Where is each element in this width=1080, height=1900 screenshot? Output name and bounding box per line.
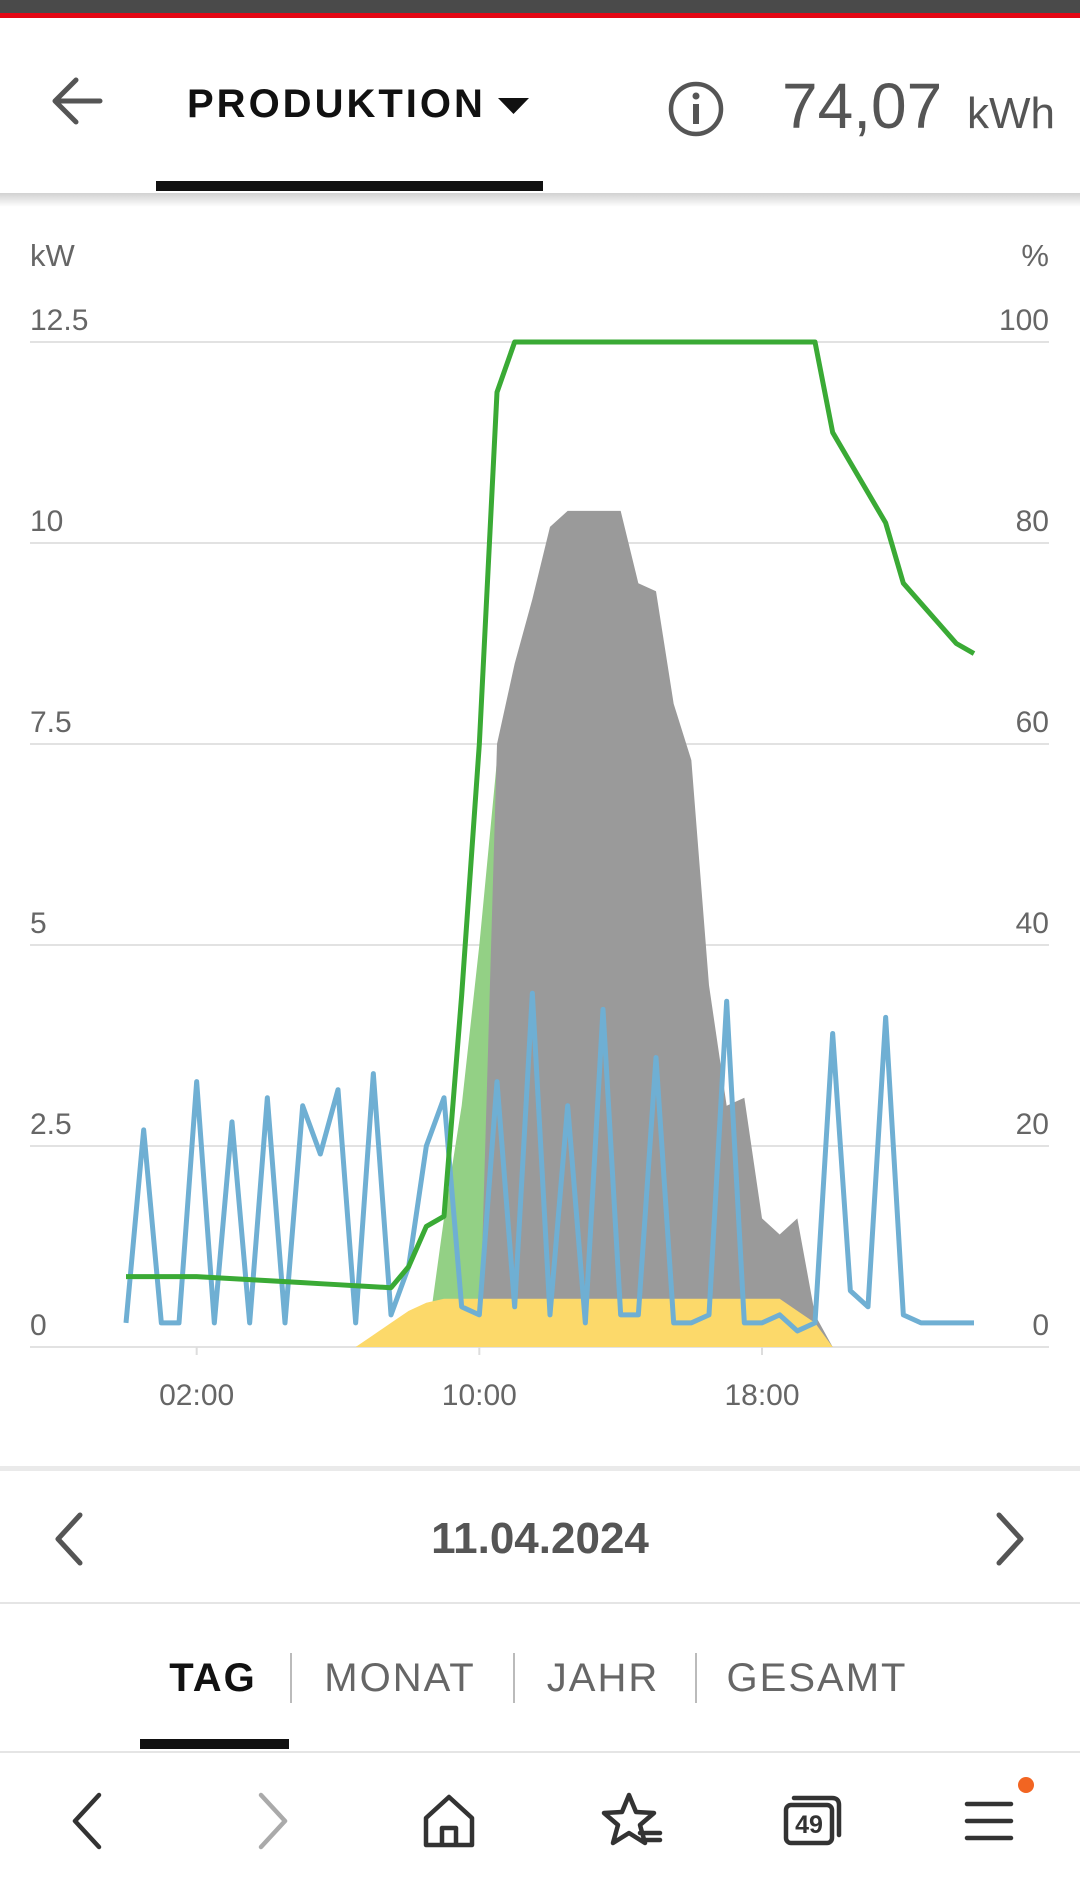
- y2-tick-label: 100: [999, 304, 1049, 337]
- y2-tick-label: 80: [1016, 505, 1049, 538]
- tab-separator: [290, 1653, 292, 1703]
- line: [123, 990, 974, 1334]
- tab-separator: [513, 1653, 515, 1703]
- y-tick-label: 10: [30, 505, 63, 538]
- x-tick-label: 02:00: [159, 1379, 234, 1412]
- divider: [0, 1602, 1080, 1604]
- y-tick-label: 0: [30, 1309, 47, 1342]
- back-button[interactable]: [52, 77, 103, 125]
- area: [126, 510, 974, 1348]
- info-button[interactable]: [668, 81, 724, 137]
- y2-tick-label: 0: [1032, 1309, 1049, 1342]
- next-day-button[interactable]: [996, 1512, 1024, 1566]
- notification-dot: [1018, 1777, 1034, 1793]
- page-title[interactable]: PRODUKTION: [187, 82, 486, 126]
- browser-home[interactable]: [423, 1794, 475, 1848]
- total-value: 74,07: [782, 70, 942, 142]
- browser-toolbar: [72, 1792, 1014, 1850]
- active-tab-indicator: [140, 1739, 289, 1749]
- browser-tabs[interactable]: [783, 1795, 842, 1846]
- x-tick-label: 10:00: [442, 1379, 517, 1412]
- browser-menu[interactable]: [964, 1801, 1014, 1841]
- period-tabs: TAG MONAT JAHR GESAMT: [140, 1653, 908, 1749]
- tab[interactable]: MONAT: [324, 1656, 475, 1700]
- tab-count: 49: [795, 1811, 823, 1839]
- section-divider: [0, 1466, 1080, 1471]
- tab[interactable]: GESAMT: [727, 1656, 908, 1700]
- dropdown-icon[interactable]: [498, 98, 529, 114]
- previous-day-button[interactable]: [55, 1512, 83, 1566]
- browser-back[interactable]: [72, 1792, 102, 1850]
- header-shadow: [0, 193, 1080, 207]
- y-tick-label: 7.5: [30, 706, 72, 739]
- y2-tick-label: 20: [1016, 1108, 1049, 1141]
- x-tick-label: 18:00: [724, 1379, 799, 1412]
- area: [126, 1298, 974, 1347]
- tab[interactable]: TAG: [169, 1656, 256, 1700]
- y-axis-label: kW: [30, 238, 76, 273]
- y-tick-label: 5: [30, 907, 47, 940]
- total-unit: kWh: [967, 89, 1055, 138]
- tab-separator: [695, 1653, 697, 1703]
- y-tick-label: 12.5: [30, 304, 88, 337]
- header: PRODUKTION 74,07 kWh: [0, 70, 1080, 207]
- date-label: 11.04.2024: [431, 1514, 649, 1563]
- title-underline: [156, 181, 543, 191]
- tab[interactable]: JAHR: [547, 1656, 659, 1700]
- y2-tick-label: 40: [1016, 907, 1049, 940]
- browser-forward[interactable]: [258, 1792, 288, 1850]
- y-tick-label: 2.5: [30, 1108, 72, 1141]
- line: [126, 339, 976, 1291]
- status-strip: [0, 0, 1080, 13]
- divider: [0, 1751, 1080, 1753]
- y2-tick-label: 60: [1016, 706, 1049, 739]
- y2-axis-label: %: [1021, 238, 1049, 273]
- brand-line: [0, 13, 1080, 18]
- chart: kW % 0 2.5 5 7.5 10 12.5 0 20 40 60 80 100 02:00 10:0…: [30, 238, 1049, 1412]
- browser-bookmarks[interactable]: [601, 1792, 663, 1846]
